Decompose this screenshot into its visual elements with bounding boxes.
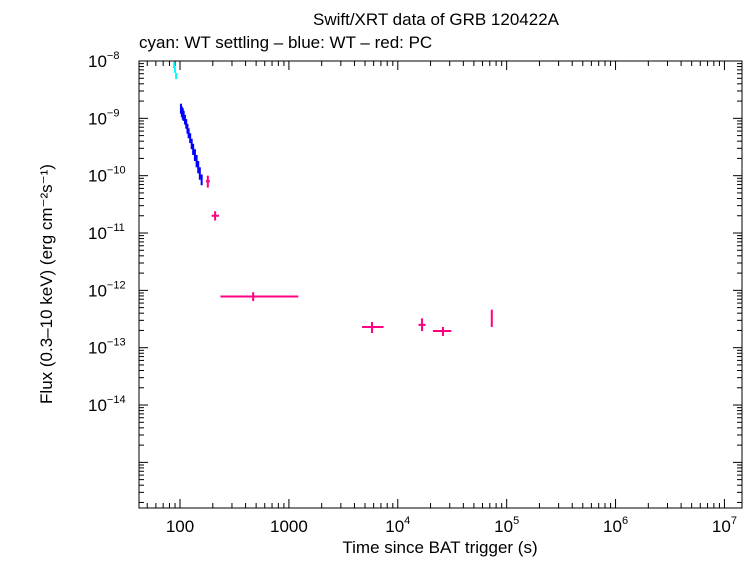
data-point — [198, 167, 201, 180]
data-point — [418, 318, 426, 332]
y-tick-label: 10−9 — [88, 107, 119, 128]
data-point — [175, 72, 178, 80]
plot-frame — [138, 60, 743, 509]
x-tick-label: 105 — [494, 515, 519, 536]
y-tick-label: 10−8 — [88, 50, 119, 71]
y-tick-label: 10−14 — [88, 394, 126, 415]
chart-title: Swift/XRT data of GRB 120422A — [313, 10, 560, 29]
data-point — [220, 292, 299, 302]
data-point — [192, 143, 195, 155]
data-point — [197, 161, 200, 174]
data-point — [172, 62, 175, 69]
data-point — [211, 211, 219, 221]
data-layer — [172, 62, 493, 336]
data-point — [174, 66, 177, 73]
series-1 — [179, 103, 203, 186]
data-point — [189, 133, 192, 144]
x-tick-label: 100 — [166, 517, 194, 536]
data-point — [187, 128, 190, 139]
y-tick-label: 10−12 — [88, 279, 126, 300]
data-point — [362, 322, 384, 334]
y-tick-label: 10−10 — [88, 165, 126, 186]
data-point — [200, 174, 203, 186]
chart-subtitle: cyan: WT settling – blue: WT – red: PC — [139, 33, 432, 52]
series-0 — [172, 62, 178, 80]
x-tick-label: 104 — [385, 515, 410, 536]
data-point — [193, 149, 196, 162]
data-point — [190, 138, 193, 150]
ticks-layer: 100 1000 104 105 106 107 10−8 10−9 10−10 10−11 10−… — [88, 50, 742, 536]
series-2 — [205, 175, 493, 336]
data-point — [490, 309, 493, 327]
data-point — [195, 154, 198, 168]
x-axis-label: Time since BAT trigger (s) — [342, 538, 537, 557]
x-tick-label: 106 — [603, 515, 628, 536]
x-tick-label: 1000 — [270, 517, 308, 536]
y-tick-label: 10−13 — [88, 337, 126, 358]
y-axis-label: Flux (0.3–10 keV) (erg cm⁻²s⁻¹) — [37, 164, 56, 404]
data-point — [182, 110, 185, 121]
x-tick-label: 107 — [712, 515, 737, 536]
data-point — [205, 175, 210, 188]
y-tick-label: 10−11 — [88, 222, 125, 243]
data-point — [432, 326, 452, 336]
